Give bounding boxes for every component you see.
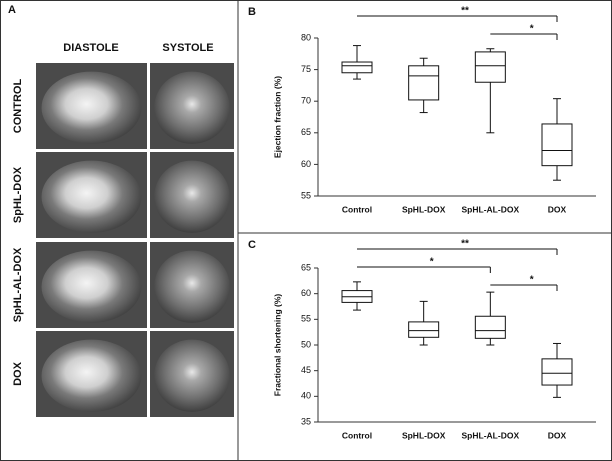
y-axis-label: Fractional shortening (%)	[272, 294, 282, 397]
x-tick-label: Control	[342, 204, 372, 214]
y-tick-label: 75	[301, 64, 311, 74]
box	[474, 51, 506, 83]
x-tick-label: DOX	[548, 204, 567, 214]
x-tick-label: SpHL-DOX	[402, 430, 446, 440]
box	[541, 358, 573, 386]
significance-label: **	[461, 239, 469, 250]
significance-label: *	[530, 275, 534, 286]
y-tick-label: 60	[301, 159, 311, 169]
heart	[154, 250, 230, 323]
x-tick-label: DOX	[548, 430, 567, 440]
column-header: DIASTOLE	[63, 42, 118, 54]
heart	[154, 160, 230, 233]
significance-label: *	[430, 257, 434, 268]
row-label: CONTROL	[12, 79, 24, 134]
y-tick-label: 35	[301, 416, 311, 426]
y-tick-label: 70	[301, 96, 311, 106]
panel-label: A	[8, 4, 16, 16]
y-tick-label: 45	[301, 365, 311, 375]
significance-label: *	[530, 24, 534, 35]
box	[541, 123, 573, 167]
heart	[41, 160, 142, 233]
y-tick-label: 55	[301, 190, 311, 200]
panel-label: B	[248, 6, 256, 18]
x-tick-label: SpHL-AL-DOX	[462, 430, 520, 440]
box	[341, 61, 373, 74]
significance-label: **	[461, 6, 469, 17]
column-header: SYSTOLE	[162, 42, 213, 54]
heart	[154, 71, 230, 144]
row-label: SpHL-DOX	[12, 166, 24, 223]
y-tick-label: 40	[301, 391, 311, 401]
y-tick-label: 80	[301, 32, 311, 42]
y-axis-label: Ejection fraction (%)	[272, 76, 282, 158]
heart	[154, 339, 230, 412]
x-tick-label: SpHL-AL-DOX	[462, 204, 520, 214]
box	[474, 315, 506, 339]
y-tick-label: 50	[301, 339, 311, 349]
y-tick-label: 60	[301, 288, 311, 298]
x-tick-label: Control	[342, 430, 372, 440]
y-tick-label: 55	[301, 314, 311, 324]
heart	[41, 250, 142, 323]
y-tick-label: 65	[301, 127, 311, 137]
mri-grid	[36, 63, 234, 417]
box	[408, 65, 440, 101]
y-tick-label: 65	[301, 262, 311, 272]
heart	[41, 71, 142, 144]
x-tick-label: SpHL-DOX	[402, 204, 446, 214]
box	[408, 321, 440, 338]
row-label: DOX	[12, 361, 24, 386]
heart	[41, 339, 142, 412]
panel-label: C	[248, 239, 256, 251]
row-label: SpHL-AL-DOX	[12, 247, 24, 322]
